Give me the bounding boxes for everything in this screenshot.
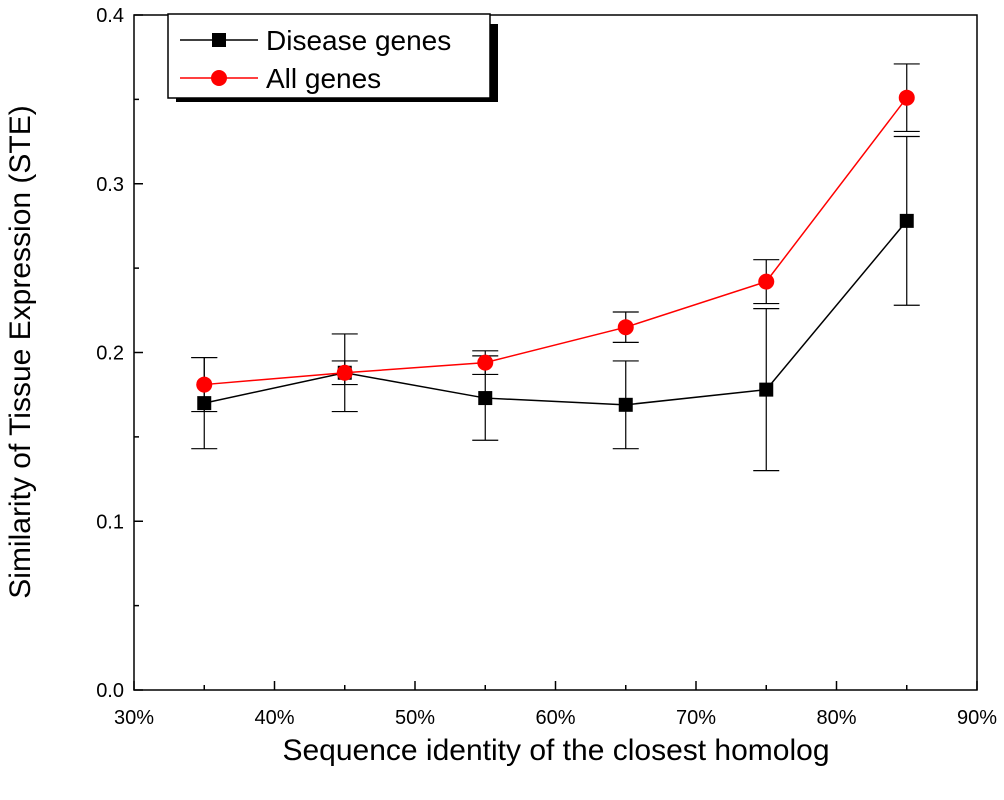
series-layer: [191, 63, 920, 472]
data-point: [758, 273, 775, 290]
y-tick-label: 0.4: [96, 5, 124, 27]
data-point: [617, 319, 634, 336]
legend-marker: [212, 33, 226, 47]
data-point: [618, 397, 633, 412]
legend-marker: [211, 70, 227, 86]
data-point: [759, 382, 774, 397]
x-axis-ticks: 30% 40% 50% 60% 70% 80% 90%: [114, 681, 997, 729]
x-tick-label: 40%: [254, 707, 294, 729]
x-tick-label: 60%: [535, 707, 575, 729]
x-axis-title: Sequence identity of the closest homolog: [282, 734, 829, 767]
x-tick-label: 90%: [957, 707, 997, 729]
data-point: [196, 376, 213, 393]
legend-label: All genes: [266, 63, 381, 94]
y-tick-label: 0.0: [96, 680, 124, 702]
legend-label: Disease genes: [266, 25, 451, 56]
x-tick-label: 30%: [114, 707, 154, 729]
series-line: [204, 97, 908, 386]
data-point: [477, 354, 494, 371]
data-point: [898, 89, 915, 106]
legend: Disease genes All genes: [167, 13, 498, 102]
y-tick-label: 0.2: [96, 343, 124, 365]
plot-frame: [133, 14, 978, 691]
y-tick-label: 0.1: [96, 511, 124, 533]
series-all-genes: [191, 63, 920, 413]
x-tick-label: 80%: [816, 707, 856, 729]
data-point: [899, 213, 914, 228]
data-point: [478, 391, 493, 406]
series-disease-genes: [191, 135, 920, 472]
data-point: [336, 364, 353, 381]
y-axis-ticks: 0.0 0.1 0.2 0.3 0.4: [96, 5, 143, 702]
series-line: [204, 220, 908, 406]
y-axis-title: Similarity of Tissue Expression (STE): [4, 105, 37, 598]
x-tick-label: 50%: [395, 707, 435, 729]
plot-border: [133, 14, 978, 691]
x-tick-label: 70%: [676, 707, 716, 729]
y-tick-label: 0.3: [96, 174, 124, 196]
